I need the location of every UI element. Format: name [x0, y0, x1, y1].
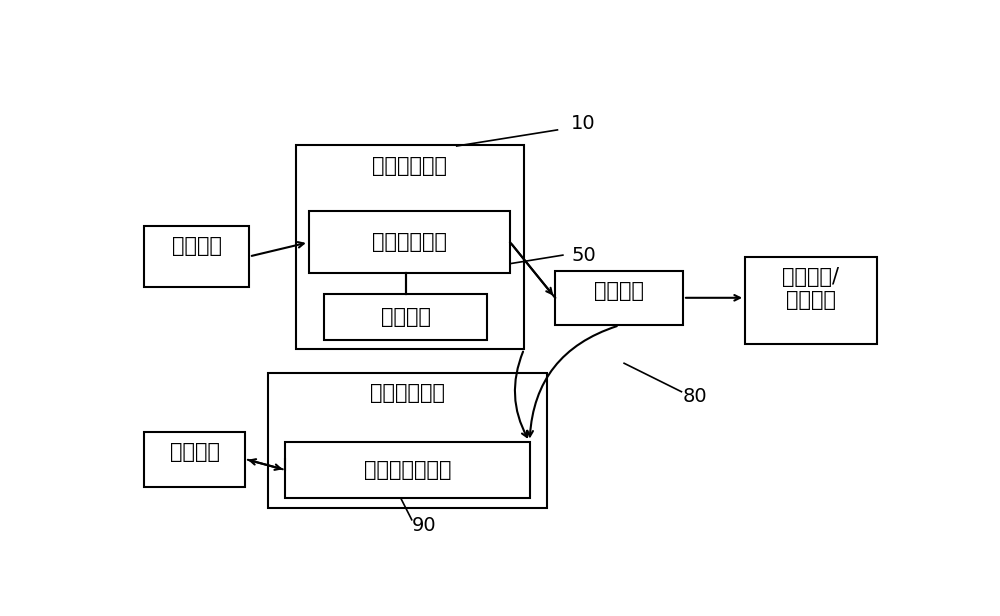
Text: 下行输入: 下行输入: [172, 236, 222, 256]
Text: 80: 80: [683, 387, 708, 406]
Text: 低噪声放大电路: 低噪声放大电路: [364, 460, 451, 480]
Text: 射频放大电路: 射频放大电路: [372, 232, 447, 253]
FancyBboxPatch shape: [285, 442, 530, 498]
FancyBboxPatch shape: [144, 225, 249, 287]
Text: 上行输出: 上行输出: [170, 442, 220, 463]
Text: 10: 10: [571, 114, 595, 133]
Text: 辅助电路: 辅助电路: [381, 307, 431, 327]
FancyBboxPatch shape: [309, 211, 510, 273]
FancyBboxPatch shape: [296, 145, 524, 349]
Text: 90: 90: [412, 516, 436, 535]
Text: 50: 50: [571, 246, 596, 265]
FancyBboxPatch shape: [555, 271, 683, 325]
Text: 下行输出/
上行输入: 下行输出/ 上行输入: [782, 267, 839, 310]
FancyBboxPatch shape: [268, 373, 547, 508]
Text: 下行放大单元: 下行放大单元: [372, 155, 447, 176]
FancyBboxPatch shape: [144, 432, 245, 487]
Text: 射频开关: 射频开关: [594, 281, 644, 301]
Text: 上行放大单元: 上行放大单元: [370, 383, 445, 403]
FancyBboxPatch shape: [745, 256, 877, 344]
FancyBboxPatch shape: [324, 294, 487, 339]
